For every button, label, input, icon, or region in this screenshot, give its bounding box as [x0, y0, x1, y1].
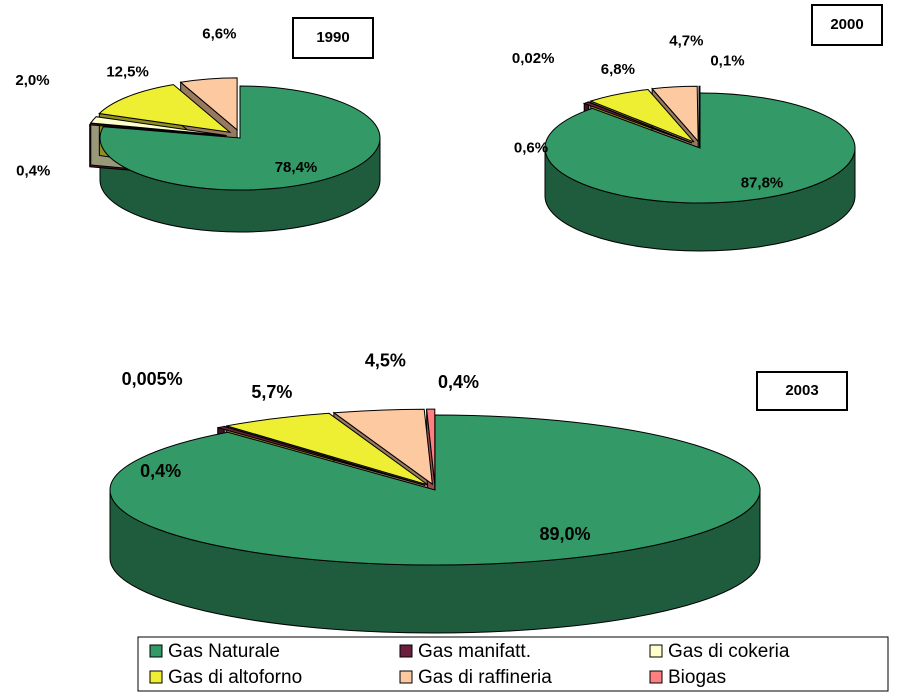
slice: [589, 89, 695, 143]
title-box: [292, 17, 374, 59]
value-label: 5,7%: [251, 382, 292, 402]
slice: [332, 408, 433, 486]
value-label: 0,6%: [514, 140, 548, 157]
legend-label: Gas di raffineria: [418, 667, 552, 688]
legend-swatch: [149, 644, 163, 658]
title-box: [811, 4, 883, 46]
legend-label: Gas manifatt.: [418, 641, 531, 662]
value-label: 89,0%: [539, 524, 590, 544]
value-label: 4,7%: [669, 33, 703, 50]
slice: [89, 116, 227, 136]
value-label: 0,1%: [710, 52, 744, 69]
value-label: 4,5%: [365, 350, 406, 370]
slice: [88, 123, 227, 137]
chart-title: 2003: [785, 382, 818, 399]
value-label: 6,8%: [601, 61, 635, 78]
value-label: 78,4%: [275, 159, 318, 176]
value-label: 6,6%: [202, 25, 236, 42]
slice: [587, 101, 693, 144]
slice: [109, 414, 761, 566]
legend-label: Gas di altoforno: [168, 667, 302, 688]
legend-swatch: [649, 644, 663, 658]
slice: [426, 408, 436, 485]
legend-label: Gas di cokeria: [668, 641, 790, 662]
value-label: 12,5%: [106, 64, 149, 81]
slice: [217, 425, 426, 486]
value-label: 0,4%: [16, 163, 50, 180]
value-label: 0,005%: [122, 369, 183, 389]
slice: [651, 85, 699, 143]
legend-swatch: [149, 670, 163, 684]
title-box: [756, 371, 848, 411]
slice: [98, 84, 232, 133]
slice: [226, 412, 428, 486]
value-label: 0,4%: [438, 372, 479, 392]
slice: [698, 85, 701, 142]
slice: [179, 77, 238, 131]
value-label: 0,02%: [512, 50, 555, 67]
legend-label: Biogas: [668, 667, 726, 688]
chart-title: 1990: [316, 29, 349, 46]
value-label: 2,0%: [15, 72, 49, 89]
legend-swatch: [649, 670, 663, 684]
slice: [544, 92, 856, 204]
legend-label: Gas Naturale: [168, 641, 280, 662]
value-label: 0,4%: [140, 461, 181, 481]
slice: [99, 85, 381, 191]
legend-swatch: [399, 670, 413, 684]
slice: [224, 425, 426, 486]
value-label: 87,8%: [741, 174, 784, 191]
legend-swatch: [399, 644, 413, 658]
legend-box: [137, 636, 889, 692]
chart-title: 2000: [830, 16, 863, 33]
